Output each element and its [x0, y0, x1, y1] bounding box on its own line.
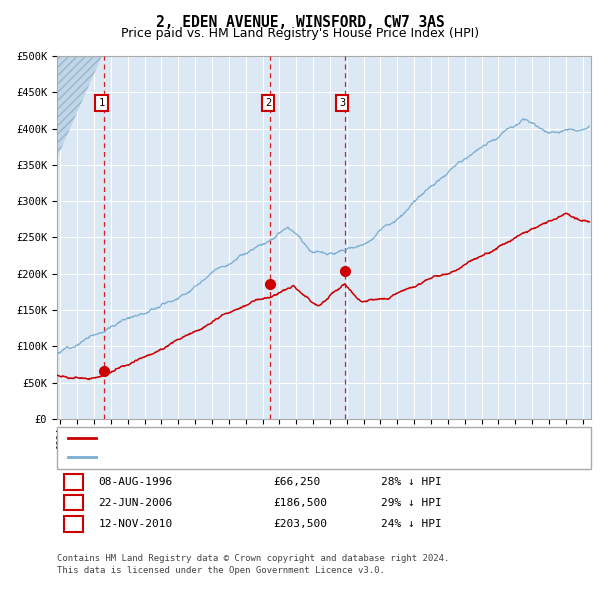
Text: 22-JUN-2006: 22-JUN-2006 — [98, 498, 173, 507]
Text: 12-NOV-2010: 12-NOV-2010 — [98, 519, 173, 529]
Text: 2: 2 — [265, 98, 271, 108]
Text: Price paid vs. HM Land Registry's House Price Index (HPI): Price paid vs. HM Land Registry's House … — [121, 27, 479, 40]
Text: 2, EDEN AVENUE, WINSFORD, CW7 3AS (detached house): 2, EDEN AVENUE, WINSFORD, CW7 3AS (detac… — [102, 434, 415, 444]
Text: 29% ↓ HPI: 29% ↓ HPI — [381, 498, 442, 507]
Text: £203,500: £203,500 — [273, 519, 327, 529]
Text: 3: 3 — [70, 519, 77, 529]
Text: 1: 1 — [70, 477, 77, 487]
Text: £186,500: £186,500 — [273, 498, 327, 507]
Text: 2, EDEN AVENUE, WINSFORD, CW7 3AS: 2, EDEN AVENUE, WINSFORD, CW7 3AS — [155, 15, 445, 30]
Text: 3: 3 — [339, 98, 345, 108]
Text: £66,250: £66,250 — [273, 477, 320, 487]
Text: 24% ↓ HPI: 24% ↓ HPI — [381, 519, 442, 529]
Text: 28% ↓ HPI: 28% ↓ HPI — [381, 477, 442, 487]
Text: 2: 2 — [70, 498, 77, 507]
Polygon shape — [57, 56, 103, 158]
Text: Contains HM Land Registry data © Crown copyright and database right 2024.
This d: Contains HM Land Registry data © Crown c… — [57, 555, 449, 575]
Text: 1: 1 — [98, 98, 105, 108]
Text: 08-AUG-1996: 08-AUG-1996 — [98, 477, 173, 487]
Text: HPI: Average price, detached house, Cheshire West and Chester: HPI: Average price, detached house, Ches… — [102, 452, 483, 462]
